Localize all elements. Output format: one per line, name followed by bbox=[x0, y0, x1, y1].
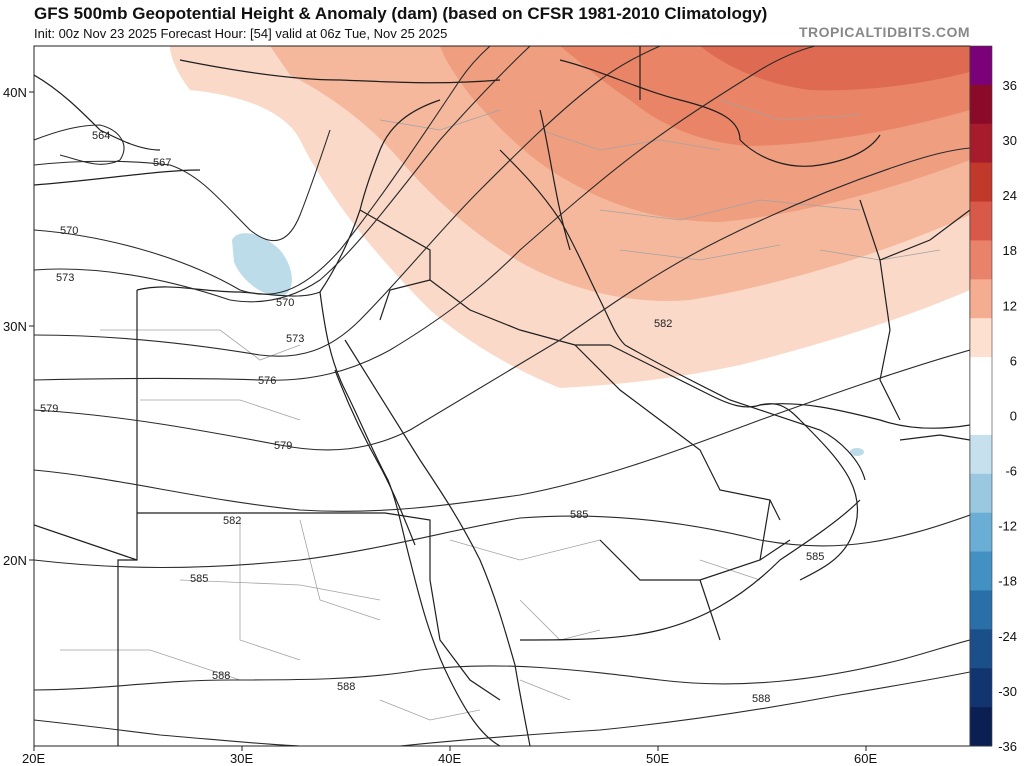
contour-label-582-east: 582 bbox=[654, 318, 672, 330]
colorbar-label: -18 bbox=[998, 574, 1017, 589]
colorbar-segment bbox=[970, 240, 992, 280]
contour-label-573-east: 573 bbox=[286, 333, 304, 345]
colorbar-segment bbox=[970, 434, 992, 475]
contour-label-579-east: 579 bbox=[274, 440, 292, 452]
colorbar-segment bbox=[970, 162, 992, 203]
contour-label-573-west: 573 bbox=[56, 272, 74, 284]
colorbar-label: 24 bbox=[1003, 188, 1017, 203]
map-title: GFS 500mb Geopotential Height & Anomaly … bbox=[34, 4, 768, 23]
colorbar-segment bbox=[970, 84, 992, 125]
contour-labels: 564 567 570 573 570 573 576 579 579 582 … bbox=[40, 130, 824, 705]
anomaly-colorbar: 36 30 24 18 12 6 0 -6 -12 -18 -24 -30 -36 bbox=[969, 45, 1017, 754]
colorbar-segment bbox=[970, 551, 992, 591]
lon-label-40e: 40E bbox=[438, 751, 461, 766]
brand-watermark: TROPICALTIDBITS.COM bbox=[798, 24, 970, 40]
colorbar-label: -30 bbox=[998, 684, 1017, 699]
colorbar-label: -36 bbox=[998, 739, 1017, 754]
country-borders bbox=[34, 46, 970, 746]
contour-label-585-west: 585 bbox=[190, 573, 208, 585]
colorbar-label: -6 bbox=[1005, 464, 1017, 479]
colorbar-segment bbox=[970, 46, 992, 86]
colorbar-label: -24 bbox=[998, 629, 1017, 644]
colorbar-segment bbox=[970, 668, 992, 708]
colorbar-segment bbox=[970, 318, 992, 358]
contour-label-582-west: 582 bbox=[223, 515, 241, 527]
lat-label-40n: 40N bbox=[3, 85, 27, 100]
contour-label-579-west: 579 bbox=[40, 403, 58, 415]
latitude-axis: 40N 30N 20N bbox=[3, 85, 34, 568]
colorbar-segment bbox=[970, 473, 992, 514]
colorbar-label: 18 bbox=[1003, 243, 1017, 258]
contour-label-585-east: 585 bbox=[806, 551, 824, 563]
colorbar-label: -12 bbox=[998, 519, 1017, 534]
colorbar-label: 36 bbox=[1003, 78, 1017, 93]
lat-label-20n: 20N bbox=[3, 553, 27, 568]
colorbar-frame bbox=[969, 45, 993, 747]
colorbar-segment bbox=[970, 590, 992, 630]
colorbar-segment bbox=[970, 396, 992, 436]
negative-anomaly-shading bbox=[232, 233, 864, 456]
colorbar-label: 0 bbox=[1010, 408, 1017, 423]
contour-label-576: 576 bbox=[258, 375, 276, 387]
colorbar-segment bbox=[970, 707, 992, 747]
colorbar-segment bbox=[970, 357, 992, 397]
contour-label-570-west: 570 bbox=[60, 225, 78, 237]
lon-label-50e: 50E bbox=[646, 751, 669, 766]
contour-label-567: 567 bbox=[153, 157, 171, 169]
colorbar-segment bbox=[970, 279, 992, 319]
colorbar-segment bbox=[970, 201, 992, 241]
lat-label-30n: 30N bbox=[3, 319, 27, 334]
map-panel: 564 567 570 573 570 573 576 579 579 582 … bbox=[34, 46, 970, 746]
colorbar-segment bbox=[970, 629, 992, 669]
positive-anomaly-shading bbox=[170, 46, 970, 388]
contour-label-585-mid: 585 bbox=[570, 509, 588, 521]
contour-label-588-east: 588 bbox=[752, 693, 770, 705]
colorbar-label: 12 bbox=[1003, 298, 1017, 313]
colorbar-segment bbox=[970, 123, 992, 164]
contour-label-570-east: 570 bbox=[276, 297, 294, 309]
lon-label-20e: 20E bbox=[22, 751, 45, 766]
contour-label-588-mid: 588 bbox=[337, 681, 355, 693]
admin-borders bbox=[60, 99, 941, 721]
colorbar-label: 30 bbox=[1003, 133, 1017, 148]
contour-label-564: 564 bbox=[92, 130, 110, 142]
lon-label-30e: 30E bbox=[230, 751, 253, 766]
map-subtitle: Init: 00z Nov 23 2025 Forecast Hour: [54… bbox=[34, 26, 448, 41]
colorbar-label: 6 bbox=[1010, 353, 1017, 368]
height-contours bbox=[34, 46, 970, 746]
lon-label-60e: 60E bbox=[854, 751, 877, 766]
contour-label-588-west: 588 bbox=[212, 670, 230, 682]
longitude-axis: 20E 30E 40E 50E 60E bbox=[22, 746, 877, 766]
colorbar-segment bbox=[970, 512, 992, 553]
